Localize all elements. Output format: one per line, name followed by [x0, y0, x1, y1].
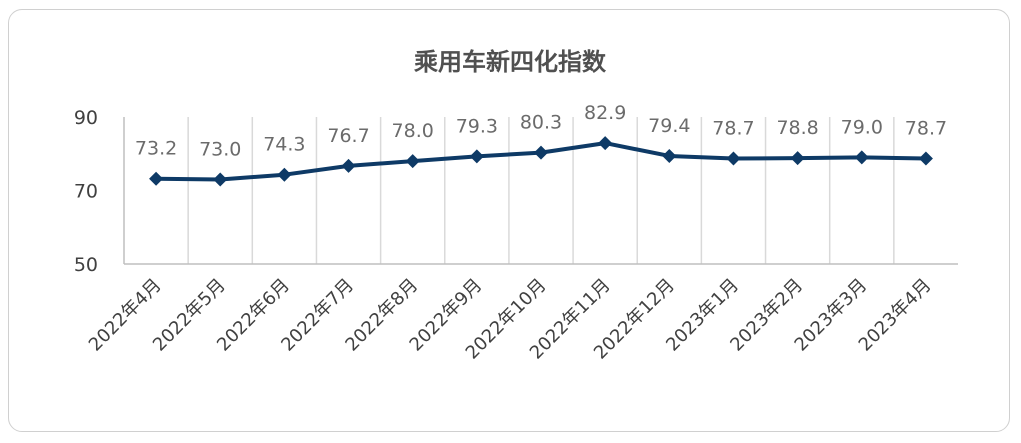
data-label: 73.2 [135, 138, 177, 160]
data-label: 78.0 [392, 120, 434, 142]
data-point-marker [726, 151, 741, 166]
data-point-marker [149, 171, 164, 186]
data-point-marker [277, 167, 292, 182]
grid [123, 117, 958, 265]
data-label: 76.7 [327, 125, 369, 147]
data-label: 79.4 [648, 115, 690, 137]
y-tick-label: 90 [74, 107, 98, 129]
y-tick-label: 70 [74, 181, 98, 203]
data-point-marker [213, 172, 228, 187]
data-point-marker [405, 154, 420, 169]
data-labels: 73.2 73.0 74.3 76.7 78.0 79.3 80.3 82.9 79.4 78.7… [135, 102, 947, 160]
data-label: 79.0 [841, 116, 883, 138]
data-label: 82.9 [584, 102, 626, 124]
data-point-marker [662, 148, 677, 163]
data-label: 74.3 [263, 134, 305, 156]
y-tick-label: 50 [74, 254, 98, 276]
data-label: 78.7 [905, 118, 947, 140]
data-point-marker [790, 151, 805, 166]
data-point-marker [341, 158, 356, 173]
data-point-marker [598, 136, 613, 151]
series [149, 136, 933, 187]
data-label: 73.0 [199, 138, 241, 160]
data-point-marker [469, 149, 484, 164]
data-label: 80.3 [520, 112, 562, 134]
data-point-marker [918, 151, 933, 166]
data-point-marker [854, 150, 869, 165]
data-label: 79.3 [456, 115, 498, 137]
data-label: 78.8 [776, 117, 818, 139]
chart-title: 乘用车新四化指数 [413, 48, 607, 76]
y-axis: 50 70 90 [74, 107, 98, 276]
x-axis: 2022年4月2022年5月2022年6月2022年7月2022年8月2022年… [85, 275, 936, 364]
data-point-marker [534, 145, 548, 160]
data-label: 78.7 [712, 118, 754, 140]
